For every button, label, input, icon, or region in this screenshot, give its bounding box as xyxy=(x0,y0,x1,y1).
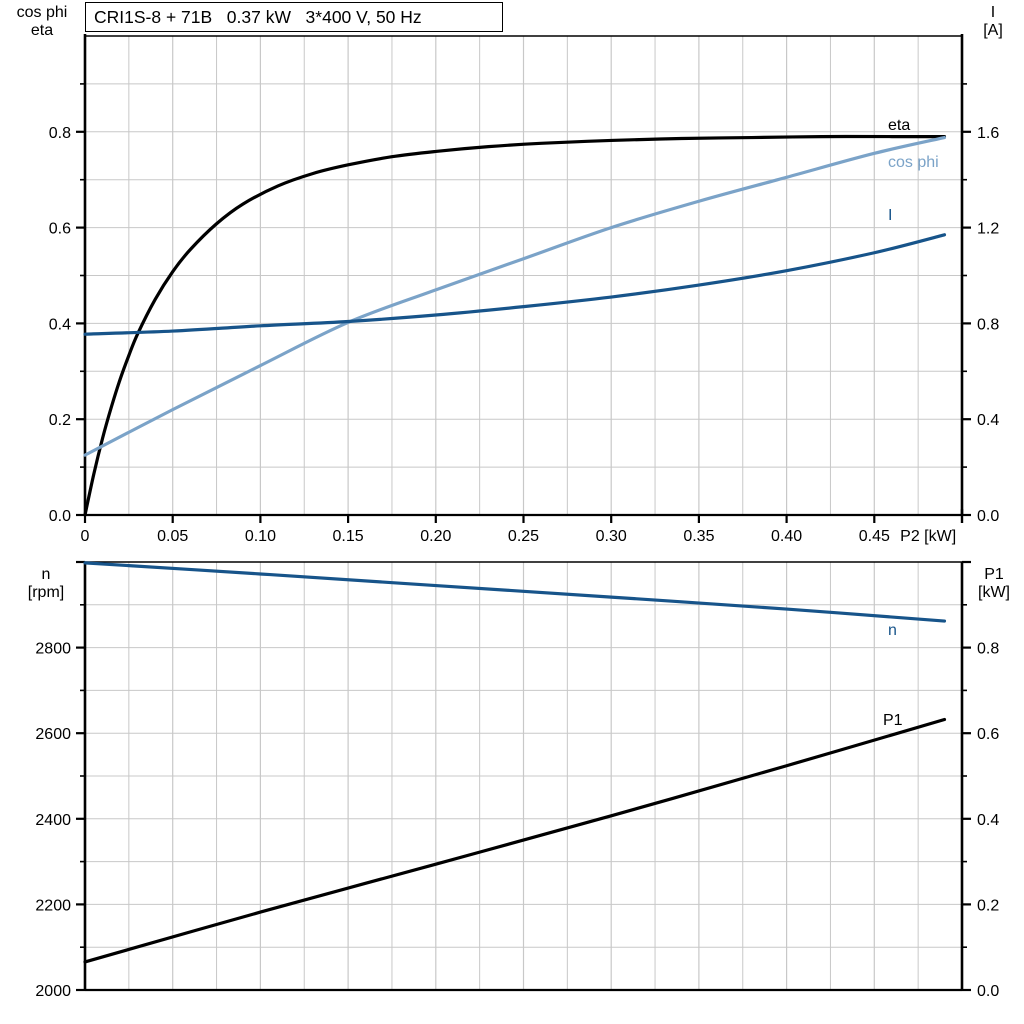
svg-text:1.2: 1.2 xyxy=(977,221,999,238)
svg-text:2200: 2200 xyxy=(35,897,71,914)
top-x-axis-title: P2 [kW] xyxy=(900,528,956,545)
bottom-left-axis-title: n [rpm] xyxy=(27,566,65,601)
svg-text:1.6: 1.6 xyxy=(977,125,999,142)
series-eta xyxy=(83,134,947,517)
svg-text:0.2: 0.2 xyxy=(977,897,999,914)
bottom-plot-area: 2000 2200 2400 2600 2800 0.0 0.2 0.4 0.6 0.8 n P1 xyxy=(35,560,999,1000)
svg-text:0.2: 0.2 xyxy=(49,412,71,429)
svg-text:0.30: 0.30 xyxy=(596,528,627,545)
top-plot-area: 0.0 0.2 0.4 0.6 0.8 0.0 0.4 0.8 1.2 1.6 0 0.05 0.10 0… xyxy=(49,34,999,545)
series-p1 xyxy=(83,717,947,964)
svg-text:0.15: 0.15 xyxy=(333,528,364,545)
svg-text:0.10: 0.10 xyxy=(245,528,276,545)
chart-title-box: CRI1S-8 + 71B 0.37 kW 3*400 V, 50 Hz xyxy=(85,2,503,32)
svg-text:2600: 2600 xyxy=(35,726,71,743)
svg-text:0.40: 0.40 xyxy=(771,528,802,545)
svg-text:0.6: 0.6 xyxy=(49,221,71,238)
svg-text:0.4: 0.4 xyxy=(977,812,999,829)
curve-label-current: I xyxy=(888,207,892,224)
svg-text:0.6: 0.6 xyxy=(977,726,999,743)
svg-text:0.05: 0.05 xyxy=(157,528,188,545)
bottom-right-axis-title: P1 [kW] xyxy=(978,566,1010,601)
svg-text:0.35: 0.35 xyxy=(683,528,714,545)
top-left-axis-title: cos phi eta xyxy=(16,4,68,39)
top-right-axis-title: I [A] xyxy=(983,4,1003,39)
svg-text:0.8: 0.8 xyxy=(977,316,999,333)
svg-text:2400: 2400 xyxy=(35,812,71,829)
series-cos-phi xyxy=(83,135,947,457)
svg-text:0.4: 0.4 xyxy=(49,316,71,333)
svg-text:0.8: 0.8 xyxy=(49,125,71,142)
svg-text:0: 0 xyxy=(81,528,90,545)
svg-text:0.25: 0.25 xyxy=(508,528,539,545)
curve-label-speed: n xyxy=(888,622,897,639)
svg-text:0.8: 0.8 xyxy=(977,641,999,658)
chart-title-text: CRI1S-8 + 71B 0.37 kW 3*400 V, 50 Hz xyxy=(94,6,422,27)
series-n xyxy=(83,561,947,623)
curve-label-eta: eta xyxy=(888,117,910,134)
svg-text:0.0: 0.0 xyxy=(977,983,999,1000)
curve-label-p1: P1 xyxy=(883,712,903,729)
svg-text:0.0: 0.0 xyxy=(49,508,71,525)
svg-text:0.20: 0.20 xyxy=(420,528,451,545)
svg-text:2000: 2000 xyxy=(35,983,71,1000)
svg-text:2800: 2800 xyxy=(35,641,71,658)
svg-text:0.0: 0.0 xyxy=(977,508,999,525)
svg-text:0.45: 0.45 xyxy=(859,528,890,545)
series-i xyxy=(83,233,947,336)
curve-label-cos-phi: cos phi xyxy=(888,154,939,171)
svg-text:0.4: 0.4 xyxy=(977,412,999,429)
